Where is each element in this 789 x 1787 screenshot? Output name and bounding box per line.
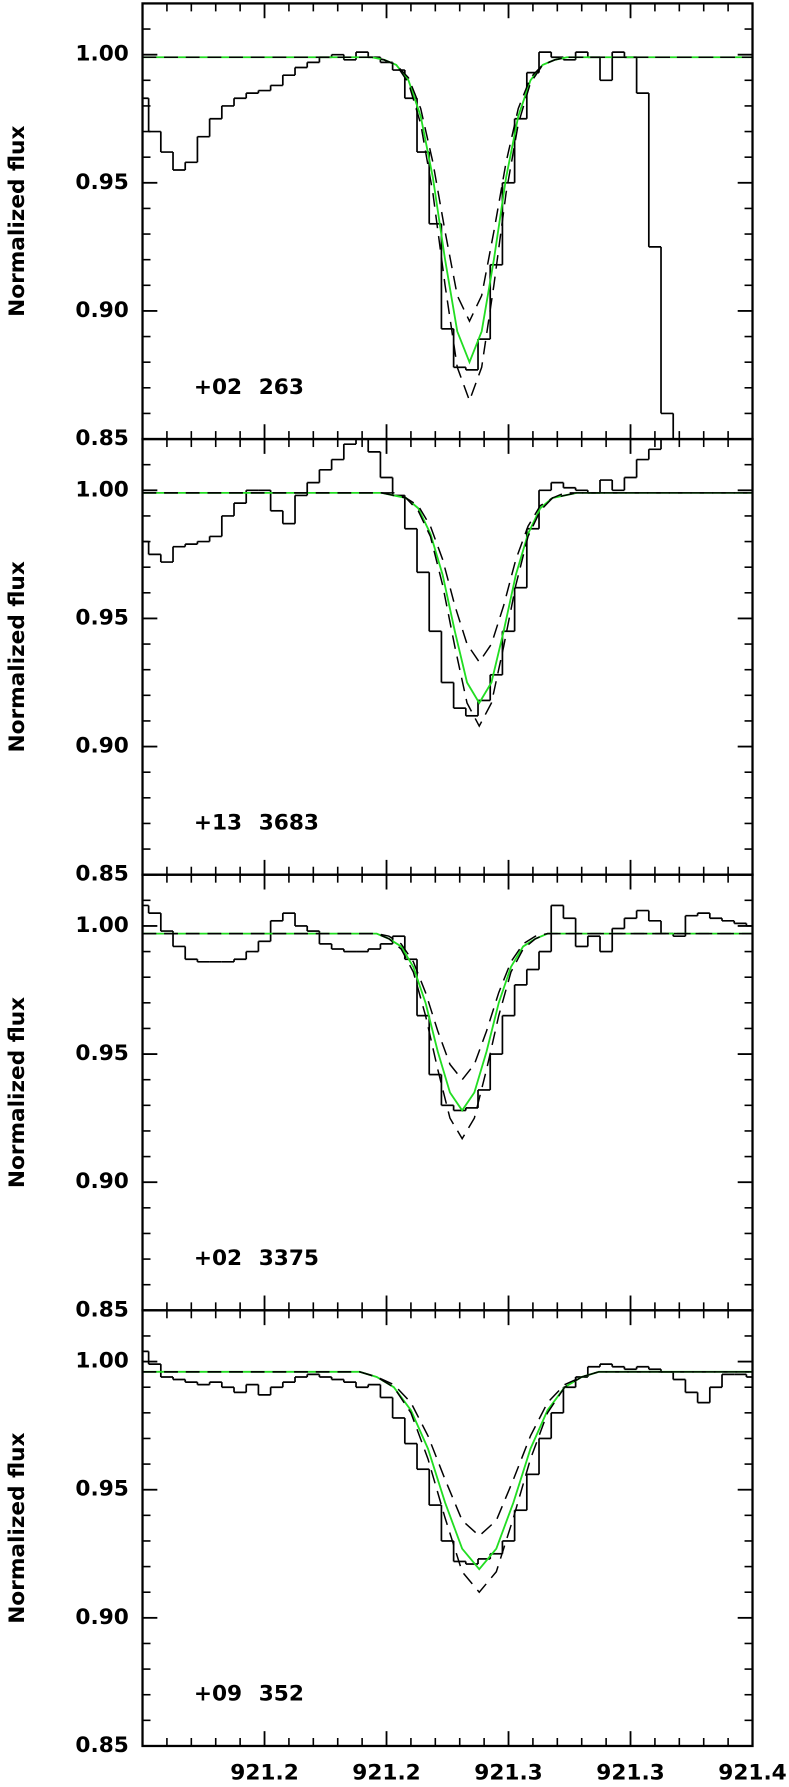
model-fit [142,56,753,365]
panel: 0.85 0.90 0.95 1.00 Normalized flux +13 3683 [5,437,754,887]
x-tick-label: 921.2 [230,1760,298,1785]
y-tick-label: 0.85 [75,862,128,887]
x-tick-label: 921.4 [718,1760,786,1785]
plot-area [142,439,753,728]
y-tick-label: 0.95 [75,605,128,630]
y-axis-label: Normalized flux [5,126,30,317]
x-tick-label: 921.3 [596,1760,664,1785]
panel: 0.85 0.90 0.95 1.00 Normalized flux +02 263 [5,2,754,451]
model-dashed [142,492,753,664]
y-tick-label: 1.00 [75,42,128,67]
annotation: +02 3375 [194,1246,319,1271]
y-tick-label: 0.85 [75,426,128,451]
y-axis-label: Normalized flux [5,1432,30,1623]
panel: 0.85 0.90 0.95 1.00 921.2 921.2 921.3 921.3 921.… [5,1309,787,1785]
annotation: +13 3683 [194,810,319,835]
y-tick-label: 0.90 [75,1605,128,1630]
plot-area [142,904,753,1141]
y-tick-label: 0.90 [75,734,128,759]
plot-area [142,1350,753,1594]
model-fit [142,1370,753,1571]
x-tick-label: 921.2 [352,1760,420,1785]
model-dashed [142,492,753,728]
y-tick-label: 0.95 [75,170,128,195]
panel: 0.85 0.90 0.95 1.00 Normalized flux +02 3375 [5,873,754,1322]
y-tick-label: 0.95 [75,1041,128,1066]
annotation: +09 352 [194,1682,304,1707]
y-tick-label: 0.90 [75,298,128,323]
model-dashed [142,932,753,1081]
y-tick-label: 1.00 [75,477,128,502]
y-tick-label: 0.85 [75,1297,128,1322]
plot-area [142,51,753,440]
model-dashed [142,56,753,323]
y-tick-label: 1.00 [75,913,128,938]
annotation: +02 263 [194,375,304,400]
model-dashed [142,1371,753,1594]
model-fit [142,491,753,705]
x-tick-label: 921.3 [474,1760,542,1785]
plot-frame [141,873,754,1312]
y-tick-label: 0.85 [75,1733,128,1758]
model-dashed [142,932,753,1141]
y-axis-label: Normalized flux [5,561,30,752]
y-tick-label: 1.00 [75,1349,128,1374]
y-tick-label: 0.90 [75,1169,128,1194]
y-axis-label: Normalized flux [5,997,30,1188]
y-tick-label: 0.95 [75,1477,128,1502]
plot-frame [141,1309,754,1748]
